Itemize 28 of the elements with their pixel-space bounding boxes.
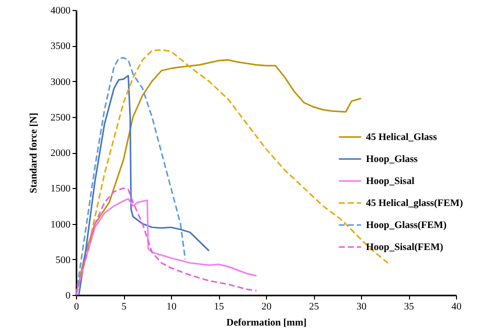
- x-tick-label: 25: [309, 302, 319, 312]
- y-tick-label: 0: [66, 290, 70, 302]
- y-tick-label: 4000: [50, 6, 70, 16]
- y-tick-label: 3500: [50, 41, 70, 52]
- x-tick-label: 15: [214, 302, 224, 312]
- line-series: [78, 74, 210, 296]
- x-tick-label: 20: [262, 302, 272, 312]
- legend-label: Hoop_Sisal(FEM): [366, 242, 444, 253]
- x-tick-label: 10: [166, 302, 176, 312]
- x-axis-title: Deformation [mm]: [226, 318, 307, 328]
- legend-label: Hoop_Sisal: [366, 176, 415, 187]
- legend-label: 45 Helical_Glass: [366, 132, 437, 143]
- y-tick-label: 2500: [50, 112, 70, 124]
- legend-label: Hoop_Glass: [366, 154, 418, 165]
- y-tick-label: 500: [56, 254, 70, 266]
- y-axis-title: Standard force [N]: [28, 112, 40, 194]
- legend-label: Hoop_Glass(FEM): [366, 220, 447, 231]
- line-series: [75, 56, 186, 296]
- x-tick-label: 30: [356, 302, 366, 312]
- x-tick-label: 0: [74, 302, 79, 312]
- y-tick-label: 1500: [50, 184, 70, 195]
- legend-label: 45 Helical_glass(FEM): [366, 198, 463, 209]
- x-tick-label: 35: [404, 302, 414, 312]
- x-tick-label: 40: [452, 302, 462, 312]
- y-tick-label: 2000: [50, 148, 70, 159]
- y-tick-label: 3000: [50, 76, 70, 88]
- x-tick-label: 5: [122, 302, 126, 312]
- y-tick-label: 1000: [50, 219, 70, 230]
